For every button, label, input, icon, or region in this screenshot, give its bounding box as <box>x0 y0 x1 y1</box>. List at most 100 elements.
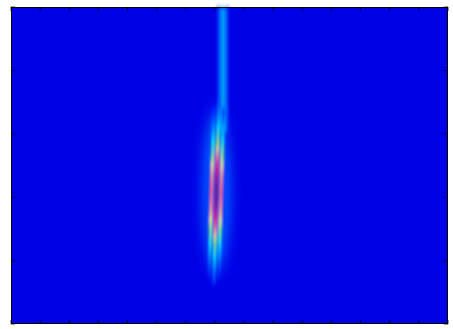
peak-cell <box>208 184 211 189</box>
peak-cell <box>214 226 217 231</box>
peak-cell <box>220 158 224 163</box>
peak-cell <box>214 196 218 201</box>
peak-cell <box>209 229 212 234</box>
peak-cell <box>211 161 214 166</box>
peak-cell <box>212 208 215 213</box>
peak-cell <box>211 137 215 142</box>
peak-cell <box>220 170 224 175</box>
peak-cell <box>218 170 221 175</box>
peak-cell <box>221 128 225 133</box>
peak-cell <box>222 113 225 118</box>
peak-cell <box>215 187 218 192</box>
peak-cell <box>213 161 217 166</box>
peak-cell <box>212 128 215 133</box>
peak-cell <box>209 208 213 213</box>
peak-cell <box>212 113 216 118</box>
peak-cell <box>217 270 221 275</box>
peak-cell <box>213 152 217 157</box>
streak-fringe <box>219 7 222 133</box>
peak-cell <box>222 199 225 204</box>
peak-cell <box>214 199 218 204</box>
peak-cell <box>211 143 215 148</box>
peak-cell <box>218 255 221 260</box>
peak-cell <box>218 241 222 246</box>
peak-cell <box>212 110 216 115</box>
peak-cell <box>218 252 221 257</box>
peak-cell <box>219 199 223 204</box>
peak-cell <box>222 193 225 198</box>
peak-cell <box>221 149 224 154</box>
peak-cell <box>212 202 215 207</box>
peak-cell <box>221 116 225 121</box>
peak-cell <box>210 173 214 178</box>
peak-cell <box>215 193 218 198</box>
peak-cell <box>212 187 216 192</box>
peak-cell <box>208 250 212 254</box>
peak-cell <box>207 208 210 213</box>
peak-cell <box>222 190 225 195</box>
peak-cell <box>209 220 213 225</box>
peak-cell <box>213 247 217 252</box>
peak-cell <box>208 255 212 260</box>
peak-cell <box>216 229 220 234</box>
peak-cell <box>209 235 212 240</box>
peak-cell <box>218 167 221 172</box>
peak-cell <box>213 173 216 178</box>
peak-cell <box>208 238 212 243</box>
peak-cell <box>212 190 216 195</box>
peak-cell <box>217 184 221 189</box>
peak-cell <box>213 238 217 243</box>
peak-cell <box>211 223 215 228</box>
peak-cell <box>217 258 221 263</box>
peak-cell <box>213 146 217 151</box>
peak-cell <box>221 211 225 216</box>
peak-cell <box>221 122 225 127</box>
peak-cell <box>217 108 221 112</box>
peak-cell <box>210 176 214 181</box>
peak-cell <box>217 261 221 266</box>
peak-cell <box>209 211 213 216</box>
faint-streak <box>216 7 230 133</box>
peak-cell <box>221 208 225 213</box>
peak-cell <box>209 232 212 237</box>
peak-cell <box>217 176 221 181</box>
peak-cell <box>220 179 223 183</box>
peak-cell <box>218 152 222 157</box>
peak-cell <box>216 217 220 222</box>
peak-cell <box>208 164 212 169</box>
peak-cell <box>214 217 217 222</box>
peak-cell <box>222 110 225 115</box>
peak-cell <box>213 176 216 181</box>
peak-cell <box>221 220 225 225</box>
peak-cell <box>215 164 219 169</box>
peak-cell <box>217 205 220 210</box>
peak-cell <box>217 113 220 118</box>
peak-cell <box>216 131 220 136</box>
peak-cell <box>219 187 223 192</box>
peak-cell <box>219 214 222 219</box>
peak-cell <box>217 273 221 278</box>
peak-cell <box>222 176 226 181</box>
peak-cell <box>213 255 216 260</box>
peak-cell <box>213 244 217 249</box>
peak-cell <box>214 214 218 219</box>
peak-cell <box>215 190 218 195</box>
peak-cell <box>218 146 222 151</box>
peak-cell <box>212 276 216 281</box>
peak-cell <box>207 220 210 225</box>
peak-cell <box>209 202 213 207</box>
plot-frame <box>11 7 448 324</box>
peak-cell <box>217 119 220 124</box>
peak-cell <box>213 158 217 163</box>
peak-cell <box>214 223 217 228</box>
peak-cell <box>215 167 219 172</box>
peak-cell <box>211 131 215 136</box>
peak-cell <box>213 179 216 183</box>
peak-cell <box>216 232 219 237</box>
peak-cell <box>208 167 212 172</box>
peak-cell <box>221 131 225 136</box>
peak-cell <box>213 149 217 154</box>
peak-cell <box>217 196 220 201</box>
peak-cell <box>222 184 226 189</box>
peak-cell <box>208 270 211 275</box>
